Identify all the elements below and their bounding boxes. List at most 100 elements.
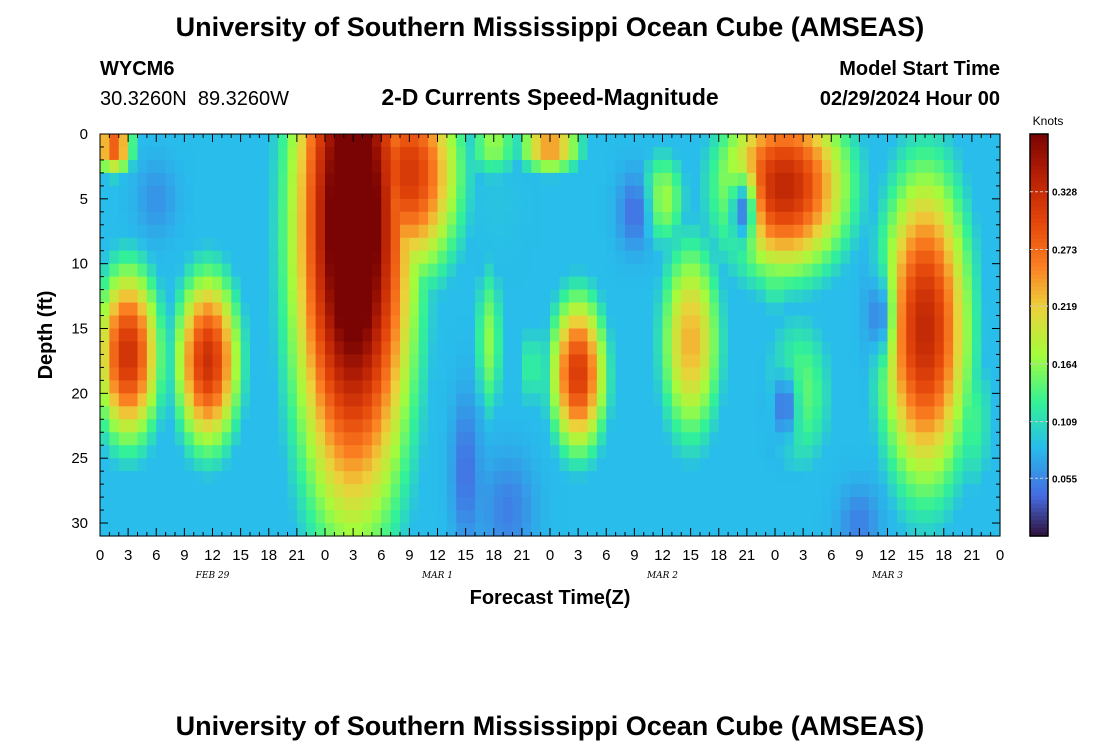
heatmap-cell (784, 289, 795, 304)
heatmap-cell (718, 445, 729, 459)
heatmap-cell (250, 237, 260, 252)
heatmap-cell (221, 510, 232, 524)
heatmap-cell (353, 315, 364, 330)
heatmap-cell (596, 276, 607, 291)
heatmap-cell (709, 406, 720, 420)
heatmap-cell (306, 406, 317, 420)
heatmap-cell (296, 237, 307, 252)
heatmap-cell (953, 471, 964, 485)
heatmap-cell (343, 406, 354, 420)
heatmap-cell (221, 523, 232, 537)
heatmap-cell (418, 263, 429, 278)
heatmap-cell (681, 146, 692, 161)
heatmap-cell (418, 276, 429, 291)
heatmap-cell (728, 276, 739, 291)
heatmap-cell (446, 237, 457, 252)
heatmap-cell (943, 276, 954, 291)
heatmap-cell (587, 497, 598, 511)
heatmap-cell (540, 510, 551, 524)
heatmap-cell (568, 250, 579, 265)
heatmap-cell (475, 367, 485, 381)
heatmap-cell (690, 263, 701, 278)
heatmap-cell (118, 328, 129, 343)
heatmap-cell (784, 146, 795, 161)
heatmap-cell (653, 523, 664, 537)
heatmap-cell (175, 134, 185, 148)
heatmap-cell (821, 276, 832, 291)
heatmap-cell (868, 211, 879, 226)
heatmap-cell (850, 523, 860, 537)
heatmap-cell (990, 172, 1001, 187)
heatmap-cell (634, 380, 645, 394)
heatmap-cell (859, 302, 870, 317)
heatmap-cell (250, 419, 260, 433)
heatmap-cell (568, 146, 579, 161)
heatmap-cell (437, 367, 448, 381)
heatmap-cell (128, 289, 139, 304)
heatmap-cell (878, 484, 889, 498)
heatmap-cell (390, 146, 401, 161)
heatmap-cell (953, 302, 964, 317)
heatmap-cell (409, 419, 420, 433)
heatmap-cell (690, 250, 701, 265)
heatmap-cell (887, 172, 898, 187)
heatmap-cell (437, 432, 448, 446)
heatmap-cell (812, 380, 823, 394)
heatmap-cell (259, 211, 270, 226)
heatmap-cell (765, 367, 776, 381)
heatmap-cell (981, 211, 992, 226)
heatmap-cell (137, 159, 148, 174)
heatmap-cell (315, 354, 326, 369)
heatmap-cell (793, 237, 804, 252)
heatmap-cell (850, 497, 860, 511)
heatmap-cell (709, 146, 720, 161)
heatmap-cell (493, 159, 504, 174)
heatmap-cell (456, 393, 467, 407)
heatmap-cell (371, 445, 382, 459)
heatmap-cell (212, 419, 223, 433)
heatmap-cell (165, 458, 176, 472)
heatmap-cell (915, 432, 926, 446)
heatmap-cell (625, 224, 635, 239)
heatmap-cell (296, 250, 307, 265)
heatmap-cell (128, 393, 139, 407)
heatmap-cell (690, 393, 701, 407)
heatmap-cell (100, 328, 110, 343)
heatmap-cell (709, 341, 720, 356)
heatmap-cell (859, 134, 870, 148)
heatmap-cell (371, 185, 382, 200)
heatmap-cell (831, 354, 842, 369)
heatmap-cell (540, 172, 551, 187)
heatmap-cell (484, 523, 495, 537)
heatmap-cell (418, 159, 429, 174)
heatmap-cell (765, 445, 776, 459)
heatmap-cell (446, 471, 457, 485)
heatmap-cell (793, 393, 804, 407)
heatmap-cell (625, 367, 635, 381)
heatmap-cell (240, 445, 251, 459)
heatmap-cell (671, 510, 682, 524)
heatmap-cell (278, 354, 289, 369)
heatmap-cell (971, 523, 982, 537)
heatmap-cell (418, 354, 429, 369)
heatmap-cell (728, 263, 739, 278)
heatmap-cell (587, 341, 598, 356)
heatmap-cell (428, 263, 439, 278)
heatmap-cell (334, 354, 345, 369)
heatmap-cell (268, 367, 279, 381)
heatmap-cell (906, 445, 917, 459)
heatmap-cell (156, 237, 167, 252)
heatmap-cell (156, 302, 167, 317)
heatmap-cell (934, 134, 945, 148)
heatmap-cell (371, 276, 382, 291)
heatmap-cell (653, 224, 664, 239)
heatmap-cell (409, 510, 420, 524)
heatmap-cell (456, 159, 467, 174)
heatmap-cell (128, 263, 139, 278)
heatmap-cell (756, 185, 767, 200)
heatmap-cell (550, 458, 560, 472)
heatmap-cell (896, 523, 907, 537)
heatmap-cell (371, 367, 382, 381)
heatmap-cell (718, 367, 729, 381)
heatmap-cell (343, 172, 354, 187)
